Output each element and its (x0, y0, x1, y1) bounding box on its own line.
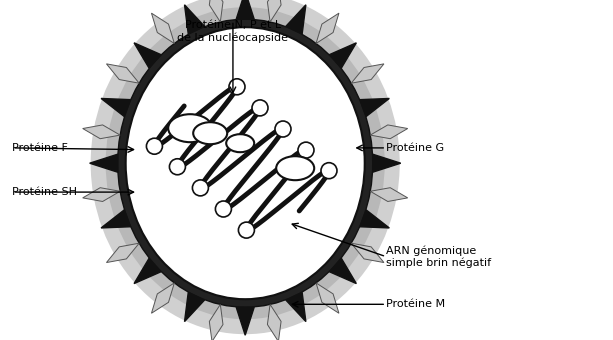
Polygon shape (89, 154, 118, 172)
Polygon shape (209, 0, 223, 22)
Polygon shape (185, 5, 205, 34)
Polygon shape (329, 43, 356, 68)
Polygon shape (267, 0, 281, 22)
Polygon shape (236, 0, 254, 19)
Polygon shape (373, 154, 401, 172)
Ellipse shape (226, 134, 254, 152)
Ellipse shape (168, 114, 212, 142)
Polygon shape (351, 243, 384, 262)
Polygon shape (151, 283, 174, 313)
Circle shape (215, 201, 231, 217)
Ellipse shape (126, 27, 365, 299)
Polygon shape (83, 125, 120, 139)
Polygon shape (329, 258, 356, 284)
Polygon shape (134, 43, 161, 68)
Polygon shape (134, 258, 161, 284)
Polygon shape (101, 99, 131, 117)
Circle shape (169, 159, 185, 175)
Polygon shape (107, 243, 139, 262)
Ellipse shape (276, 156, 314, 180)
Circle shape (275, 121, 291, 137)
Text: Protéine M: Protéine M (386, 299, 445, 309)
Circle shape (252, 100, 268, 116)
Ellipse shape (193, 122, 227, 144)
Polygon shape (236, 307, 254, 335)
Circle shape (147, 138, 162, 154)
Polygon shape (316, 283, 339, 313)
Circle shape (192, 180, 208, 196)
Polygon shape (101, 210, 131, 228)
Ellipse shape (118, 19, 373, 307)
Circle shape (229, 79, 245, 95)
Text: Protéine F: Protéine F (12, 143, 68, 153)
Polygon shape (360, 99, 389, 117)
Polygon shape (316, 13, 339, 44)
Text: ARN génomique
simple brin négatif: ARN génomique simple brin négatif (386, 245, 491, 268)
Polygon shape (107, 64, 139, 83)
Polygon shape (83, 188, 120, 202)
Circle shape (238, 222, 254, 238)
Circle shape (298, 142, 314, 158)
Polygon shape (286, 5, 306, 34)
Polygon shape (185, 292, 205, 322)
Text: Protéine N, P et L
de la nucléocapside: Protéine N, P et L de la nucléocapside (177, 20, 289, 42)
Polygon shape (370, 188, 408, 202)
Polygon shape (370, 125, 408, 139)
Ellipse shape (91, 0, 400, 334)
Polygon shape (286, 292, 306, 322)
Polygon shape (267, 304, 281, 340)
Ellipse shape (105, 7, 385, 319)
Circle shape (321, 163, 337, 179)
Polygon shape (209, 304, 223, 340)
Polygon shape (151, 13, 174, 44)
Polygon shape (360, 210, 389, 228)
Polygon shape (351, 64, 384, 83)
Text: Protéine SH: Protéine SH (12, 187, 77, 197)
Text: Protéine G: Protéine G (386, 143, 444, 153)
